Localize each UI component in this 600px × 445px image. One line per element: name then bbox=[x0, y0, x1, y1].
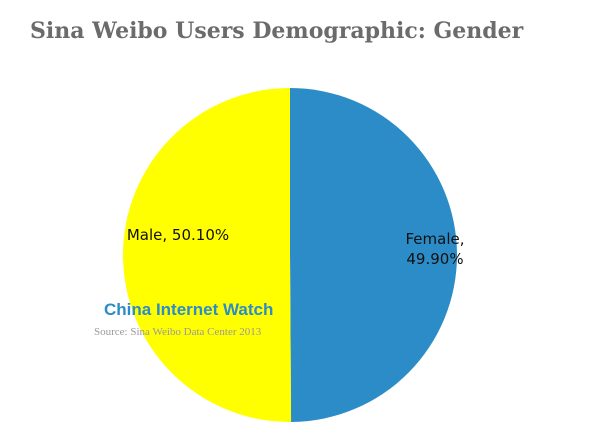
data-label: Female, 49.90% bbox=[405, 230, 464, 268]
data-label: Male, 50.10% bbox=[127, 226, 229, 244]
chart-title: Sina Weibo Users Demographic: Gender bbox=[30, 18, 524, 44]
watermark: China Internet Watch bbox=[104, 300, 273, 319]
source: Source: Sina Weibo Data Center 2013 bbox=[94, 326, 262, 338]
pie bbox=[123, 88, 458, 422]
pie-slice bbox=[290, 88, 458, 422]
pie-slice bbox=[123, 88, 292, 422]
